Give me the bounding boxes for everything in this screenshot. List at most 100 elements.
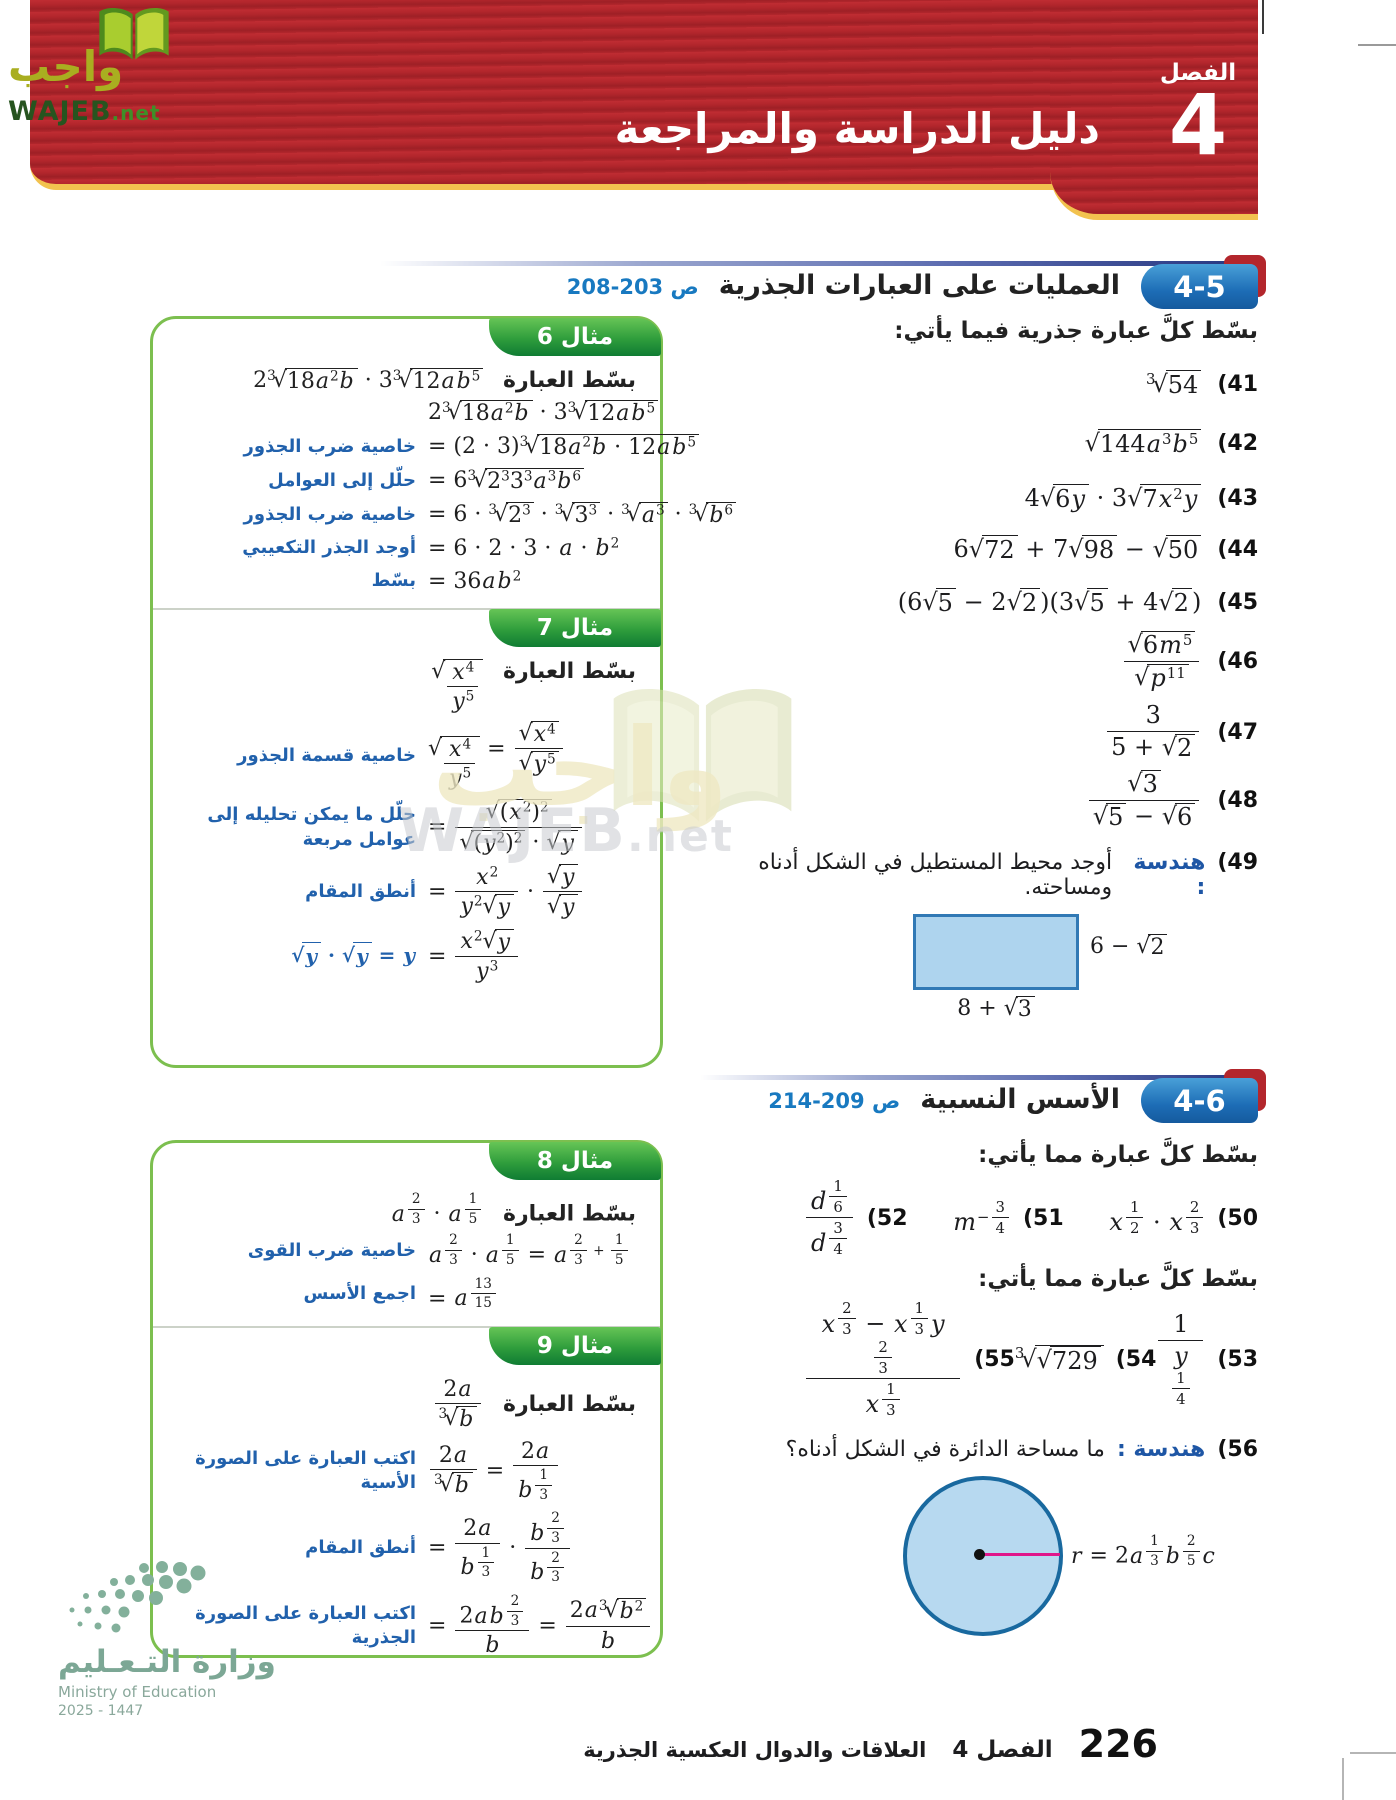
exercise-42: (42 √144a3b5 bbox=[700, 429, 1258, 458]
worked-step: خاصية قسمة الجذور √ x4 y5 = √x4 √y5 bbox=[153, 717, 660, 796]
chapter-label: الفصل bbox=[1159, 60, 1237, 86]
watermark-arabic-wordmark: واجب bbox=[432, 706, 729, 831]
worked-step: خاصية ضرب الجذور = 6 · 3√23 · 3√33 · 3√a… bbox=[153, 498, 737, 532]
circle-figure: r = 2a 1 3 b 2 5 c bbox=[700, 1475, 1258, 1646]
prompt-expression: √ x4 y5 bbox=[431, 659, 484, 715]
example-separator bbox=[153, 608, 660, 610]
step-note: حلّل ما يمكن تحليله إلى عوامل مربعة bbox=[207, 804, 416, 850]
ministry-logo: وزارة التـعـليم Ministry of Education 20… bbox=[58, 1558, 298, 1719]
watermark-latin-wordmark: WAJEB.net bbox=[398, 796, 734, 866]
step-math: = x2 y2√y · √y √y bbox=[416, 864, 646, 921]
exercise-expression: 3√54 bbox=[1146, 370, 1202, 399]
prompt-expression: 23√18a2b · 33√12ab5 bbox=[253, 368, 484, 394]
exercise-instructions: بسّط كلَّ عبارة مما يأتي: bbox=[978, 1266, 1258, 1293]
section-pages: ص 209-214 bbox=[768, 1089, 901, 1113]
rectangle-width-label: 8 + √3 bbox=[938, 995, 1054, 1022]
step-note: خاصية ضرب القوى bbox=[247, 1239, 416, 1261]
step-note: خاصية ضرب الجذور bbox=[243, 503, 416, 525]
step-math: = 2ab 2 3 b = 2a3√b2 b bbox=[416, 1593, 652, 1659]
exercise-instructions: بسّط كلَّ عبارة مما يأتي: bbox=[978, 1142, 1258, 1168]
radius-label: r = 2a 1 3 b 2 5 c bbox=[1071, 1532, 1215, 1569]
exercise-number: (52 bbox=[866, 1205, 908, 1231]
ministry-english-name: Ministry of Education bbox=[58, 1683, 217, 1701]
example-9-tab: مثال 9 bbox=[489, 1327, 661, 1366]
worked-step: اكتب العبارة على الصورة الأسية 2a 3√b = 2… bbox=[153, 1435, 660, 1508]
example-separator bbox=[153, 1326, 660, 1329]
exercise-number: (49 bbox=[1217, 849, 1258, 875]
wajeb-tld: .net bbox=[111, 101, 161, 125]
rectangle-height-label: 6 − √2 bbox=[1090, 933, 1168, 960]
watermark-tld: .net bbox=[626, 811, 734, 862]
chapter-block: الفصل 4 bbox=[1146, 60, 1250, 174]
worked-step: خاصية ضرب الجذور = (2 · 3)3√18a2b · 12ab… bbox=[153, 430, 700, 464]
prompt-expression: 2a 3√b bbox=[433, 1377, 484, 1433]
worked-step: أنطق المقام = x2 y2√y · √y √y bbox=[153, 860, 660, 925]
step-math: = x2√y y3 bbox=[416, 928, 646, 985]
exercise-number: (55 bbox=[974, 1347, 1015, 1373]
step-math: = 6 · 3√23 · 3√33 · 3√a3 · 3√b6 bbox=[416, 502, 737, 528]
chapter-banner-right-panel bbox=[1050, 0, 1258, 220]
step-math: = a 13 15 bbox=[416, 1276, 646, 1312]
exercise-49: (49 هندسة : أوجد محيط المستطيل في الشكل … bbox=[700, 850, 1258, 900]
prompt-label: بسّط العبارة bbox=[503, 659, 636, 684]
exercise-expression: (6√5 − 2√2)(3√5 + 4√2) bbox=[897, 588, 1202, 617]
step-note: اكتب العبارة على الصورة الجذرية bbox=[195, 1602, 416, 1649]
step-note: اكتب العبارة على الصورة الأسية bbox=[195, 1447, 416, 1493]
step-math: √ x4 y5 = √x4 √y5 bbox=[416, 720, 646, 792]
example-7-prompt: بسّط العبارة √ x4 y5 bbox=[153, 647, 660, 717]
worked-step: أوجد الجذر التكعيبي = 6 · 2 · 3 · a · b2 bbox=[153, 532, 660, 565]
exercise-number: (54 bbox=[1115, 1347, 1157, 1373]
exercise-expression: √3 √5 − √6 bbox=[1087, 770, 1202, 831]
rectangle-figure: 6 − √2 8 + √3 bbox=[700, 913, 1258, 1036]
step-math: = √(x2)2 √(y2)2 · √y bbox=[416, 799, 646, 856]
step-note: بسّط bbox=[371, 570, 416, 592]
exercise-number: (56 bbox=[1217, 1436, 1258, 1462]
step-note: اجمع الأسس bbox=[303, 1283, 417, 1305]
exercise-number: (47 bbox=[1217, 719, 1258, 745]
section-pages: ص 203-208 bbox=[566, 275, 699, 299]
exercise-number: (51 bbox=[1022, 1205, 1064, 1231]
worked-step: اجمع الأسس = a 13 15 bbox=[153, 1273, 660, 1316]
exercise-51: (51 m− 3 4 bbox=[952, 1198, 1064, 1237]
example-box-1: مثال 6 بسّط العبارة 23√18a2b · 33√12ab5 … bbox=[150, 316, 737, 1068]
exercise-number: (42 bbox=[1217, 431, 1258, 456]
step-math: 2a 3√b = 2a b 1 3 bbox=[416, 1439, 646, 1504]
exercise-number: (45 bbox=[1217, 590, 1258, 615]
exercise-expression: √6m5 √p11 bbox=[1122, 630, 1202, 692]
step-note: خاصية ضرب الجذور bbox=[243, 435, 416, 457]
watermark-book-icon bbox=[613, 689, 792, 822]
wajeb-latin-wordmark: WAJEB.net bbox=[8, 96, 161, 127]
exercise-56: (56 هندسة : ما مساحة الدائرة في الشكل أد… bbox=[700, 1437, 1258, 1462]
footer-page-number: 226 bbox=[1078, 1722, 1158, 1766]
prompt-label: بسّط العبارة bbox=[503, 1201, 636, 1227]
section-divider-line bbox=[380, 261, 1258, 266]
footer-chapter-label: الفصل 4 bbox=[952, 1737, 1053, 1763]
section-title: العمليات على العبارات الجذرية bbox=[718, 270, 1120, 301]
chapter-number: 4 bbox=[1168, 76, 1228, 174]
section-4-6-badge: 4-6 bbox=[1141, 1078, 1258, 1123]
exercise-44: (44 6√72 + 7√98 − √50 bbox=[700, 535, 1258, 564]
worked-step: 23√18a2b · 33√12ab5 bbox=[153, 396, 660, 430]
exercise-48: (48 √3 √5 − √6 bbox=[700, 770, 1258, 831]
exercise-41: (41 3√54 bbox=[700, 370, 1258, 399]
trim-mark bbox=[1342, 1758, 1344, 1800]
step-note: أنطق المقام bbox=[305, 881, 416, 903]
worked-step: حلّل إلى العوامل = 63√2333a3b6 bbox=[153, 464, 660, 498]
step-math: = (2 · 3)3√18a2b · 12ab5 bbox=[416, 434, 700, 460]
exercise-46: (46 √6m5 √p11 bbox=[700, 630, 1258, 692]
prompt-label: بسّط العبارة bbox=[503, 1391, 636, 1417]
ministry-arabic-name: وزارة التـعـليم bbox=[58, 1644, 276, 1680]
radius-line bbox=[982, 1552, 1060, 1556]
step-note: أنطق المقام bbox=[305, 1537, 416, 1559]
watermark-name: WAJEB bbox=[398, 796, 627, 866]
